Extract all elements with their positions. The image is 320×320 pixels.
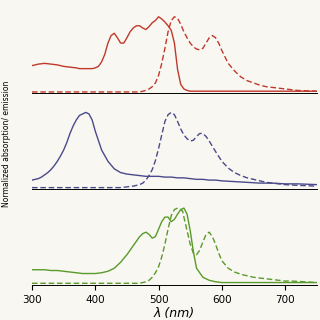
X-axis label: λ (nm): λ (nm) (154, 307, 195, 320)
Text: Normalized absorption/ emission: Normalized absorption/ emission (2, 81, 11, 207)
